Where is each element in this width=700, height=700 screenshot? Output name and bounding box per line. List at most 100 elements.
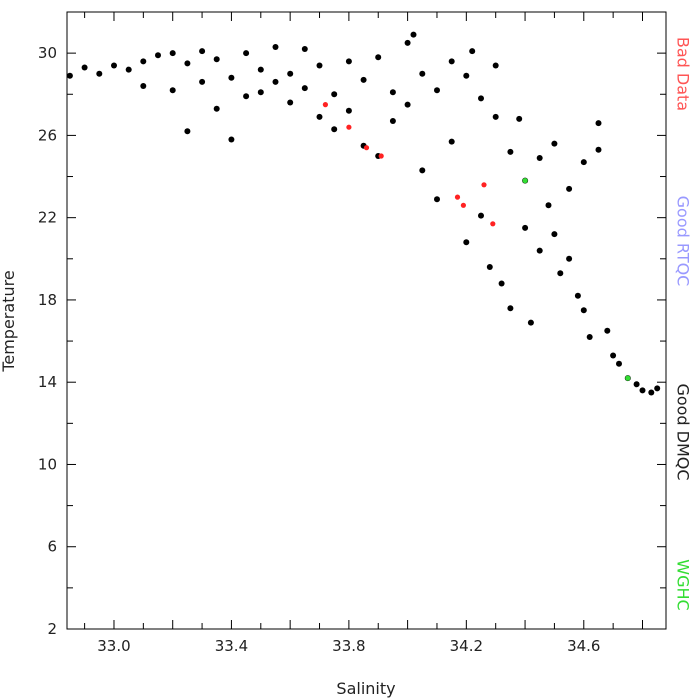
y-tick-label: 6 [47,538,57,556]
data-point-good-dmqc [184,128,191,135]
data-point-good-dmqc [155,52,161,59]
data-point-good-dmqc [654,385,661,392]
data-point-good-dmqc [213,56,220,63]
data-point-good-dmqc [228,136,235,143]
data-point-wghc [625,375,631,381]
data-point-good-dmqc [345,107,352,114]
y-tick-label: 2 [47,620,57,638]
data-point-good-dmqc [448,138,455,145]
data-point-good-dmqc [434,87,440,94]
data-point-good-dmqc [345,58,352,65]
data-point-good-dmqc [566,255,573,262]
data-point-good-dmqc [463,239,470,246]
data-point-good-dmqc [301,46,308,52]
data-point-good-dmqc [507,148,514,155]
data-point-good-dmqc [257,89,264,96]
data-point-good-dmqc [469,48,476,55]
data-point-good-dmqc [610,352,617,359]
data-point-good-dmqc [199,78,206,85]
data-point-good-dmqc [616,360,622,367]
data-point-good-dmqc [257,66,264,73]
data-point-good-dmqc [595,120,602,127]
x-tick-label: 33.4 [215,637,248,655]
legend-item-bad-data: Bad Data [674,37,693,111]
data-point-good-dmqc [527,319,534,326]
data-point-good-dmqc [272,44,279,50]
y-tick-label: 26 [38,126,57,144]
data-point-bad-data [378,153,384,159]
data-point-good-dmqc [463,72,470,79]
data-point-good-dmqc [448,58,455,65]
data-point-good-dmqc [419,167,426,174]
x-tick-label: 33.0 [97,637,130,655]
data-point-good-dmqc [492,113,499,120]
data-point-bad-data [460,202,466,208]
data-point-good-dmqc [507,305,514,312]
data-point-good-dmqc [243,50,250,57]
legend-item-wghc: WGHC [674,559,693,610]
x-axis-title: Salinity [336,679,395,698]
y-tick-label: 22 [38,209,57,227]
data-point-good-dmqc [81,64,88,71]
data-point-good-dmqc [331,126,338,133]
data-point-good-dmqc [586,334,593,340]
data-point-good-dmqc [316,113,323,120]
data-point-good-dmqc [389,118,396,124]
y-tick-label: 30 [38,44,57,62]
data-point-good-dmqc [478,212,484,219]
data-point-good-dmqc [140,83,147,89]
data-point-bad-data [454,194,461,200]
legend-item-good-rtqc: Good RTQC [674,196,693,287]
x-tick-label: 34.6 [567,637,600,655]
data-point-good-dmqc [486,264,493,270]
data-point-good-dmqc [331,91,338,98]
data-point-good-dmqc [557,270,564,277]
data-point-bad-data [346,124,352,130]
data-point-good-dmqc [169,87,176,94]
data-point-good-dmqc [604,327,611,334]
data-point-good-dmqc [434,196,440,203]
y-tick-label: 18 [38,291,57,309]
data-point-good-dmqc [184,60,191,67]
data-point-good-dmqc [169,50,176,57]
data-point-good-dmqc [287,70,294,77]
data-point-good-dmqc [389,89,396,96]
data-point-good-dmqc [272,78,279,85]
data-point-good-dmqc [199,48,206,55]
data-point-bad-data [481,182,487,188]
data-point-good-dmqc [639,387,646,394]
data-point-good-dmqc [287,99,294,106]
data-point-good-dmqc [404,101,411,108]
points-layer [66,31,661,396]
data-point-good-dmqc [492,62,499,69]
y-tick-label: 14 [38,373,57,391]
data-point-good-dmqc [536,247,543,254]
data-point-good-dmqc [498,280,505,287]
data-point-good-dmqc [228,74,235,81]
data-point-good-dmqc [419,70,426,77]
x-tick-label: 34.2 [450,637,483,655]
data-point-good-dmqc [140,58,147,65]
data-point-good-dmqc [566,185,573,192]
y-axis-title: Temperature [0,270,18,372]
data-point-good-dmqc [375,54,382,61]
data-point-good-dmqc [580,307,587,314]
data-point-bad-data [322,102,328,108]
data-point-good-dmqc [580,159,587,166]
data-point-wghc [522,178,528,184]
data-point-good-dmqc [243,93,250,100]
data-point-good-dmqc [574,292,581,299]
data-point-good-dmqc [516,115,523,122]
data-point-good-dmqc [536,155,543,161]
data-point-bad-data [363,145,370,151]
data-point-bad-data [490,221,496,227]
data-point-good-dmqc [66,72,73,79]
x-tick-label: 33.8 [332,637,365,655]
legend-item-good-dmqc: Good DMQC [674,383,693,480]
data-point-good-dmqc [301,85,308,92]
data-point-good-dmqc [633,381,640,388]
y-tick-label: 10 [38,455,57,473]
data-point-good-dmqc [111,62,117,69]
